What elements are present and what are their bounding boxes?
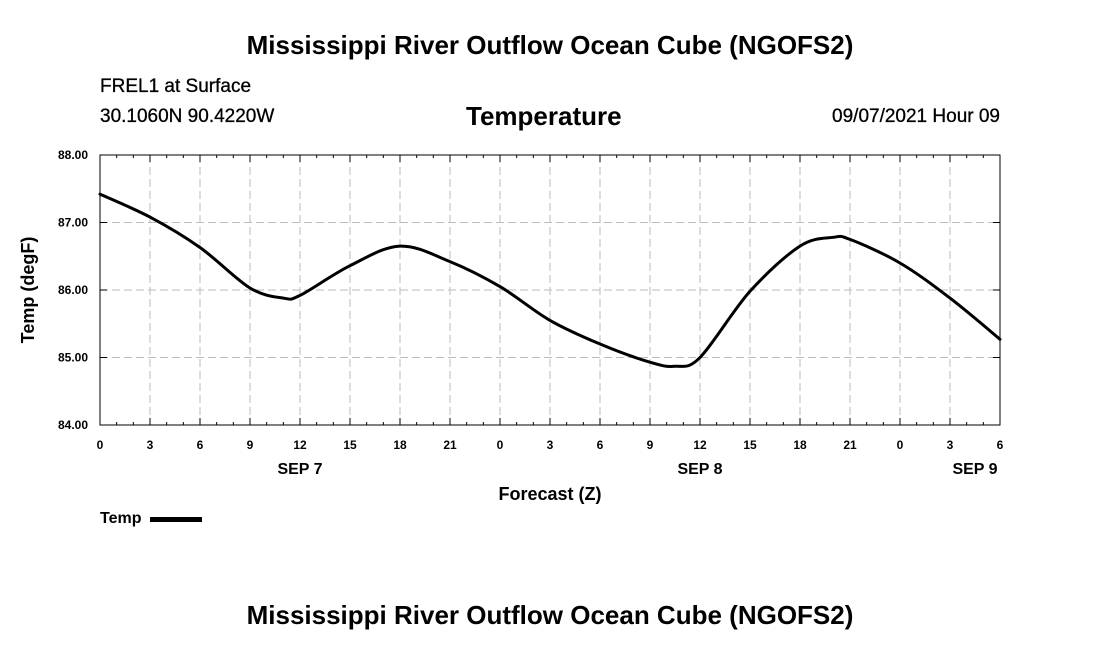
y-tick-label: 85.00 xyxy=(58,351,88,365)
x-tick-label: 6 xyxy=(597,438,604,452)
legend-label: Temp xyxy=(100,510,142,527)
day-label: SEP 9 xyxy=(952,461,997,478)
station-label: FREL1 at Surface xyxy=(100,76,252,97)
x-tick-label: 9 xyxy=(647,438,654,452)
forecast-datetime: 09/07/2021 Hour 09 xyxy=(832,106,1000,127)
x-tick-label: 0 xyxy=(497,438,504,452)
x-tick-label: 0 xyxy=(897,438,904,452)
x-tick-label: 21 xyxy=(843,438,857,452)
x-tick-label: 18 xyxy=(393,438,407,452)
x-tick-label: 3 xyxy=(147,438,154,452)
chart-title: Temperature xyxy=(466,101,622,131)
grid xyxy=(100,155,1000,425)
x-tick-label: 3 xyxy=(547,438,554,452)
x-tick-label: 3 xyxy=(947,438,954,452)
y-tick-label: 87.00 xyxy=(58,216,88,230)
page-title: Mississippi River Outflow Ocean Cube (NG… xyxy=(246,30,854,60)
footer-title: Mississippi River Outflow Ocean Cube (NG… xyxy=(246,600,854,630)
x-tick-label: 6 xyxy=(997,438,1004,452)
y-tick-label: 88.00 xyxy=(58,148,88,162)
legend: Temp xyxy=(100,509,203,529)
x-tick-label: 9 xyxy=(247,438,254,452)
x-tick-label: 6 xyxy=(197,438,204,452)
plot-frame xyxy=(99,154,1001,426)
station-coordinates: 30.1060N 90.4220W xyxy=(100,106,275,127)
legend-swatch xyxy=(150,516,203,522)
series-line-temp xyxy=(98,192,1002,369)
x-tick-label: 21 xyxy=(443,438,457,452)
y-axis-label: Temp (degF) xyxy=(18,237,38,344)
x-tick-label: 12 xyxy=(693,438,707,452)
x-tick-label: 0 xyxy=(97,438,104,452)
x-tick-label: 18 xyxy=(793,438,807,452)
x-axis-label: Forecast (Z) xyxy=(498,484,601,504)
x-tick-label: 15 xyxy=(343,438,357,452)
y-tick-label: 86.00 xyxy=(58,283,88,297)
x-tick-label: 15 xyxy=(743,438,757,452)
day-label: SEP 7 xyxy=(277,461,322,478)
y-tick-label: 84.00 xyxy=(58,418,88,432)
tick-labels: 0 3 6 9 12 15 18 21 0 3 6 9 12 15 18 21 0 3 6 84.00 85.00 86.… xyxy=(58,148,1004,478)
x-tick-label: 12 xyxy=(293,438,307,452)
day-label: SEP 8 xyxy=(677,461,722,478)
